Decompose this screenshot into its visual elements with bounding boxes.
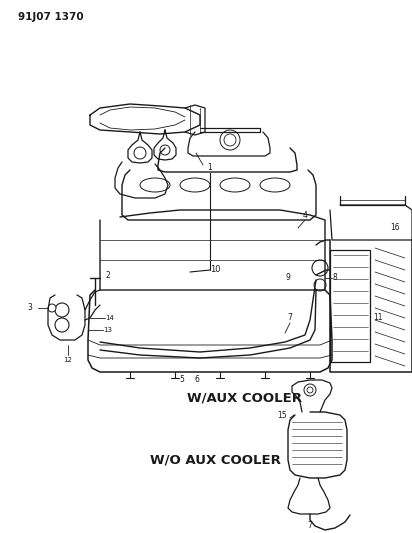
- Text: 7: 7: [308, 521, 312, 529]
- Circle shape: [55, 318, 69, 332]
- Text: 7: 7: [288, 313, 293, 322]
- Ellipse shape: [180, 178, 210, 192]
- Circle shape: [304, 384, 316, 396]
- Text: 4: 4: [302, 211, 307, 220]
- Text: 11: 11: [373, 313, 383, 322]
- Ellipse shape: [140, 178, 170, 192]
- Text: 91J07 1370: 91J07 1370: [18, 12, 84, 22]
- Circle shape: [312, 260, 328, 276]
- Circle shape: [55, 303, 69, 317]
- Text: 12: 12: [63, 357, 73, 363]
- Circle shape: [307, 387, 313, 393]
- Text: 16: 16: [390, 223, 400, 232]
- Circle shape: [314, 279, 326, 291]
- Text: 13: 13: [103, 327, 112, 333]
- Circle shape: [224, 134, 236, 146]
- Text: 2: 2: [105, 271, 110, 279]
- Text: 3: 3: [28, 303, 33, 312]
- Ellipse shape: [220, 178, 250, 192]
- Text: 10: 10: [210, 265, 220, 274]
- Text: W/AUX COOLER: W/AUX COOLER: [187, 392, 302, 405]
- Text: 1: 1: [208, 164, 212, 173]
- Circle shape: [48, 304, 56, 312]
- Text: 5: 5: [180, 376, 185, 384]
- Circle shape: [134, 147, 146, 159]
- Circle shape: [160, 145, 170, 155]
- Text: 15: 15: [277, 410, 287, 419]
- Text: 6: 6: [194, 376, 199, 384]
- Text: 14: 14: [105, 315, 115, 321]
- Circle shape: [220, 130, 240, 150]
- Text: 8: 8: [332, 273, 337, 282]
- Text: 9: 9: [286, 273, 290, 282]
- Ellipse shape: [260, 178, 290, 192]
- Text: W/O AUX COOLER: W/O AUX COOLER: [150, 454, 281, 466]
